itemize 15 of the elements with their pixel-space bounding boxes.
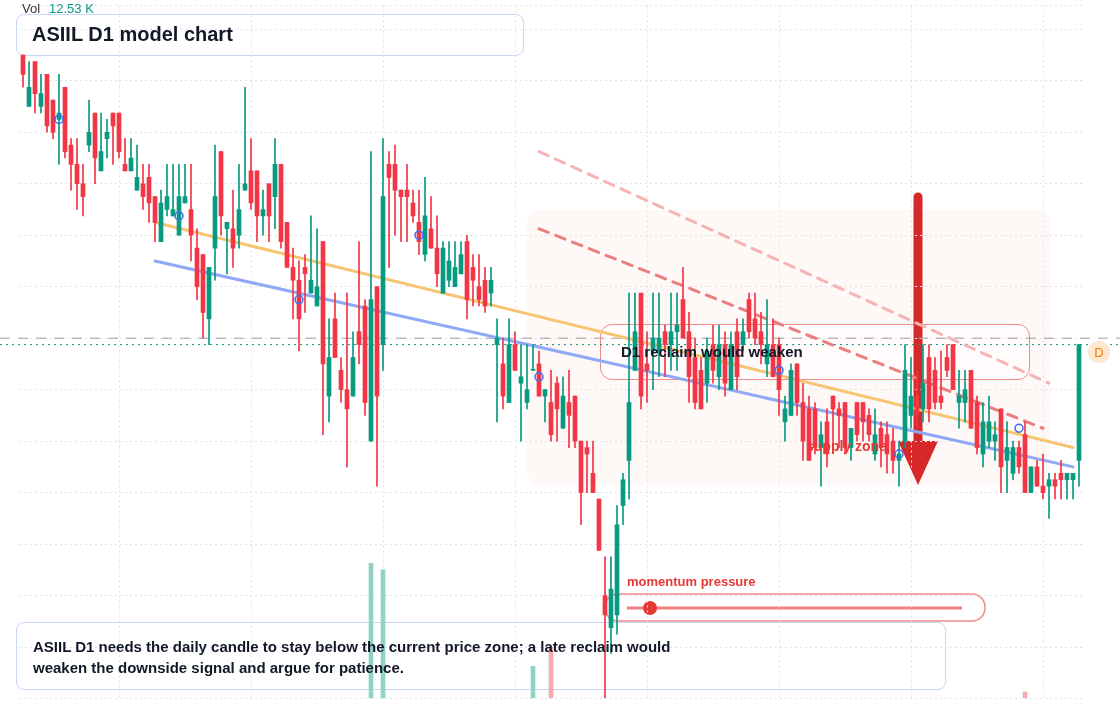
point xyxy=(294,294,304,305)
point xyxy=(414,230,424,240)
point xyxy=(534,372,544,382)
candlestick xyxy=(242,86,248,191)
point xyxy=(894,449,904,459)
chart-title: ASIIL D1 model chart xyxy=(32,23,233,46)
candlestick xyxy=(518,344,524,442)
annotation: momentum pressure xyxy=(627,574,756,589)
text: 12.53 K xyxy=(49,1,94,16)
point xyxy=(1014,423,1024,433)
point xyxy=(54,114,64,125)
text: D xyxy=(1088,341,1110,363)
text: Vol xyxy=(22,1,41,16)
point xyxy=(774,365,784,376)
point xyxy=(174,211,184,221)
